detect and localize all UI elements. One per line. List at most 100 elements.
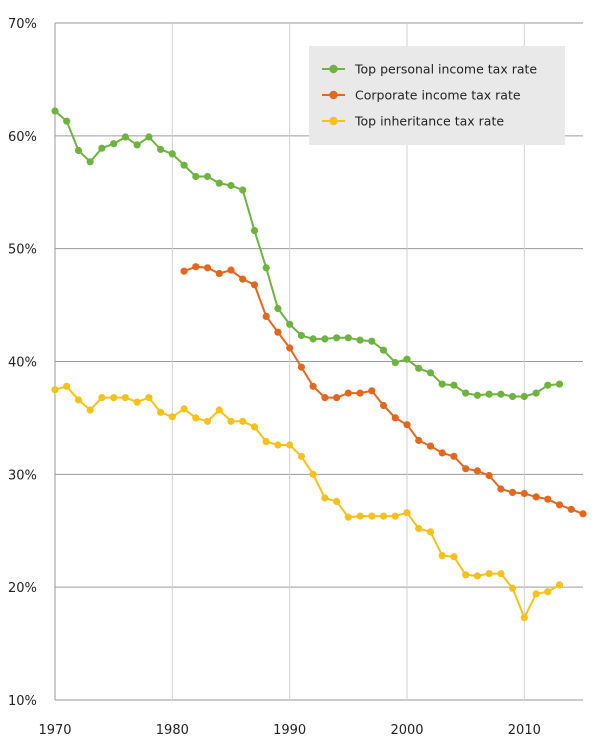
data-point bbox=[286, 441, 294, 449]
data-point bbox=[379, 346, 388, 354]
legend-label: Top inheritance tax rate bbox=[354, 114, 504, 129]
data-point bbox=[532, 590, 540, 598]
data-point bbox=[239, 186, 247, 194]
data-point bbox=[497, 570, 505, 578]
data-point bbox=[544, 381, 552, 389]
data-point bbox=[532, 389, 540, 397]
data-point bbox=[321, 494, 329, 502]
data-point bbox=[485, 390, 493, 398]
x-tick-label: 1970 bbox=[38, 723, 71, 738]
data-point bbox=[157, 408, 165, 416]
data-point bbox=[544, 495, 552, 503]
data-point bbox=[497, 390, 505, 398]
series-lines bbox=[51, 107, 587, 622]
data-point bbox=[274, 304, 282, 313]
data-point bbox=[497, 485, 505, 493]
data-point bbox=[51, 386, 59, 394]
data-point bbox=[579, 510, 587, 518]
data-point bbox=[180, 405, 188, 413]
data-point bbox=[121, 394, 129, 402]
data-point bbox=[473, 391, 481, 399]
data-point bbox=[145, 133, 153, 141]
data-point bbox=[250, 423, 259, 431]
data-point bbox=[462, 465, 470, 473]
y-tick-label: 10% bbox=[8, 694, 37, 709]
y-tick-label: 30% bbox=[8, 468, 37, 483]
data-point bbox=[356, 512, 364, 520]
data-point bbox=[168, 413, 176, 421]
data-point bbox=[133, 141, 141, 149]
data-point bbox=[63, 382, 71, 390]
data-point bbox=[309, 382, 317, 390]
data-point bbox=[133, 398, 141, 406]
data-point bbox=[309, 335, 317, 343]
data-point bbox=[157, 145, 165, 153]
data-point bbox=[274, 441, 282, 449]
data-point bbox=[192, 263, 200, 271]
data-point bbox=[368, 387, 376, 395]
data-point bbox=[532, 493, 540, 501]
data-point bbox=[286, 344, 294, 352]
legend-item-personal-income: Top personal income tax rate bbox=[322, 62, 537, 77]
y-tick-label: 20% bbox=[8, 581, 37, 596]
data-point bbox=[121, 133, 129, 141]
data-point bbox=[426, 528, 435, 536]
legend-marker bbox=[329, 90, 338, 100]
data-point bbox=[438, 552, 446, 560]
data-point bbox=[555, 501, 564, 509]
legend-item-corporate-income: Corporate income tax rate bbox=[322, 88, 521, 103]
data-point bbox=[227, 417, 235, 425]
data-point bbox=[180, 267, 188, 275]
data-point bbox=[297, 452, 305, 460]
data-point bbox=[86, 158, 94, 166]
y-tick-label: 50% bbox=[8, 243, 37, 258]
data-point bbox=[391, 414, 399, 422]
data-point bbox=[520, 614, 528, 622]
data-point bbox=[450, 553, 458, 561]
data-point bbox=[391, 359, 399, 367]
series-2 bbox=[180, 263, 587, 518]
series-3 bbox=[51, 382, 564, 622]
legend-item-inheritance: Top inheritance tax rate bbox=[322, 114, 504, 129]
data-point bbox=[368, 337, 376, 345]
data-point bbox=[215, 179, 223, 187]
data-point bbox=[415, 524, 423, 533]
data-point bbox=[368, 512, 376, 520]
data-point bbox=[98, 394, 106, 402]
data-point bbox=[63, 117, 71, 125]
data-point bbox=[508, 488, 517, 496]
axis-tick-labels: 10% 20% 30% 40% 50% 60% 70% 1970 1980 1990 2000 201… bbox=[8, 17, 541, 738]
data-point bbox=[74, 146, 83, 155]
data-point bbox=[215, 269, 223, 278]
data-point bbox=[333, 394, 341, 402]
data-point bbox=[344, 513, 352, 521]
data-point bbox=[567, 505, 575, 513]
data-point bbox=[415, 364, 423, 372]
data-point bbox=[426, 369, 435, 377]
data-point bbox=[110, 140, 118, 148]
data-point bbox=[274, 328, 282, 336]
data-point bbox=[297, 331, 305, 340]
data-point bbox=[344, 334, 352, 342]
data-point bbox=[391, 512, 399, 520]
data-point bbox=[508, 392, 517, 401]
series-1 bbox=[51, 107, 564, 401]
data-point bbox=[520, 392, 528, 401]
data-point bbox=[239, 417, 247, 425]
data-point bbox=[485, 570, 493, 578]
data-point bbox=[403, 509, 411, 517]
series-line bbox=[54, 110, 560, 398]
data-point bbox=[250, 281, 259, 289]
data-point bbox=[203, 264, 212, 272]
data-point bbox=[51, 107, 59, 115]
data-point bbox=[203, 172, 212, 181]
data-point bbox=[145, 394, 153, 402]
data-point bbox=[450, 452, 458, 460]
data-point bbox=[473, 467, 481, 475]
data-point bbox=[321, 394, 329, 402]
data-point bbox=[485, 471, 493, 480]
legend-label: Corporate income tax rate bbox=[355, 88, 521, 103]
data-point bbox=[356, 389, 364, 397]
data-point bbox=[239, 275, 247, 283]
